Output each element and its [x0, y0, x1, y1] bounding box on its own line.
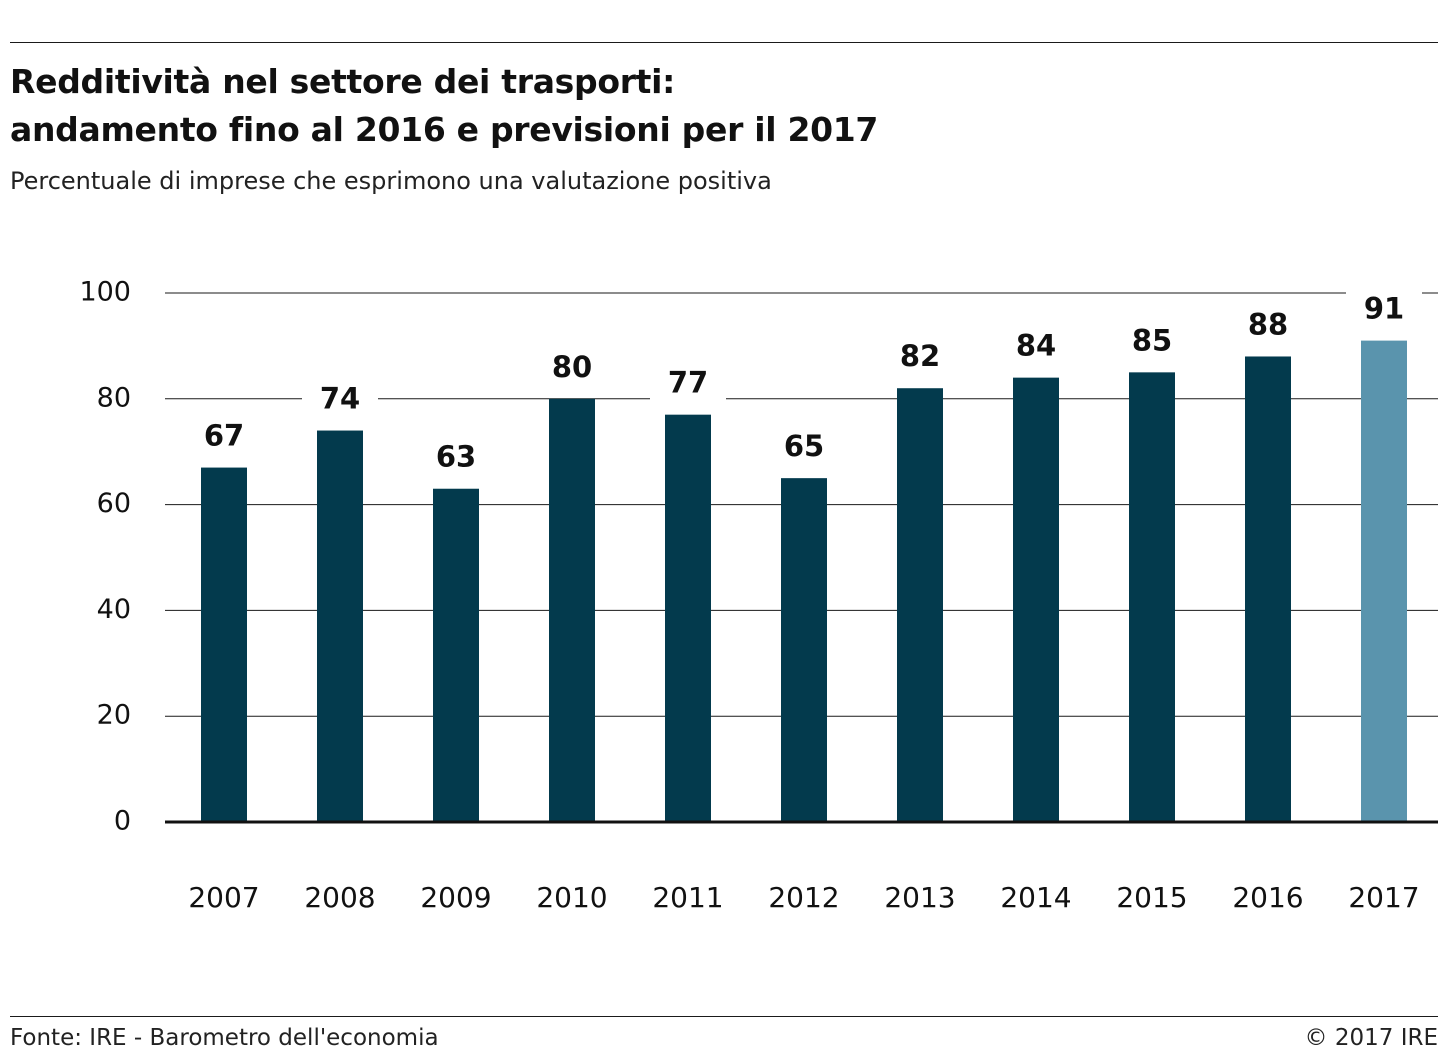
value-label-background: [186, 409, 262, 460]
bar: [1245, 356, 1291, 822]
x-tick-label: 2015: [1116, 881, 1187, 914]
bar: [1361, 340, 1407, 822]
value-label: 84: [1016, 329, 1056, 363]
bar: [665, 414, 711, 822]
source-note: Fonte: IRE - Barometro dell'economia: [10, 1025, 439, 1051]
value-label-background: [1230, 298, 1306, 349]
value-label-background: [1114, 314, 1190, 365]
value-label: 67: [204, 419, 244, 453]
x-tick-label: 2009: [420, 881, 491, 914]
y-tick-label: 80: [97, 382, 131, 413]
y-tick-label: 40: [97, 594, 131, 625]
value-label-background: [1346, 282, 1422, 333]
x-tick-label: 2017: [1348, 881, 1419, 914]
bar: [781, 478, 827, 822]
x-tick-label: 2008: [304, 881, 375, 914]
value-label: 65: [784, 429, 824, 463]
value-label: 77: [668, 366, 708, 400]
chart-title-line-1: Redditività nel settore dei trasporti:: [10, 62, 676, 101]
y-tick-label: 60: [97, 488, 131, 519]
value-label-background: [418, 430, 494, 481]
value-label-background: [998, 319, 1074, 370]
value-label: 85: [1132, 323, 1172, 357]
chart-title: Redditività nel settore dei trasporti: a…: [10, 58, 1410, 154]
bar: [549, 398, 595, 822]
copyright-note: © 2017 IRE: [1304, 1025, 1438, 1051]
y-tick-label: 100: [79, 277, 131, 308]
bottom-rule: [10, 1016, 1438, 1017]
value-label-background: [302, 372, 378, 423]
x-tick-label: 2014: [1000, 881, 1071, 914]
value-label-background: [534, 340, 610, 391]
value-label-background: [882, 330, 958, 381]
x-tick-label: 2016: [1232, 881, 1303, 914]
value-label: 91: [1364, 292, 1404, 326]
chart-subtitle: Percentuale di imprese che esprimono una…: [10, 167, 772, 195]
bar-chart: 0 20 40 60 80 100 67 2007 74 2008 63 2009 80 2010 77 20…: [79, 277, 1438, 914]
x-tick-label: 2007: [188, 881, 259, 914]
value-label: 80: [552, 350, 592, 384]
x-tick-label: 2013: [884, 881, 955, 914]
y-tick-label: 0: [114, 806, 131, 837]
bar: [317, 430, 363, 822]
bar: [1013, 377, 1059, 822]
y-tick-label: 20: [97, 700, 131, 731]
bar: [201, 467, 247, 822]
value-label-background: [766, 420, 842, 471]
x-tick-label: 2011: [652, 881, 723, 914]
top-rule: [10, 42, 1438, 43]
chart-title-line-2: andamento fino al 2016 e previsioni per …: [10, 110, 879, 149]
bar: [433, 488, 479, 822]
bar: [897, 388, 943, 822]
value-label: 63: [436, 440, 476, 474]
value-label: 82: [900, 339, 940, 373]
value-label-background: [650, 356, 726, 407]
bar: [1129, 372, 1175, 822]
value-label: 88: [1248, 307, 1288, 341]
x-tick-label: 2012: [768, 881, 839, 914]
x-tick-label: 2010: [536, 881, 607, 914]
value-label: 74: [320, 382, 360, 416]
